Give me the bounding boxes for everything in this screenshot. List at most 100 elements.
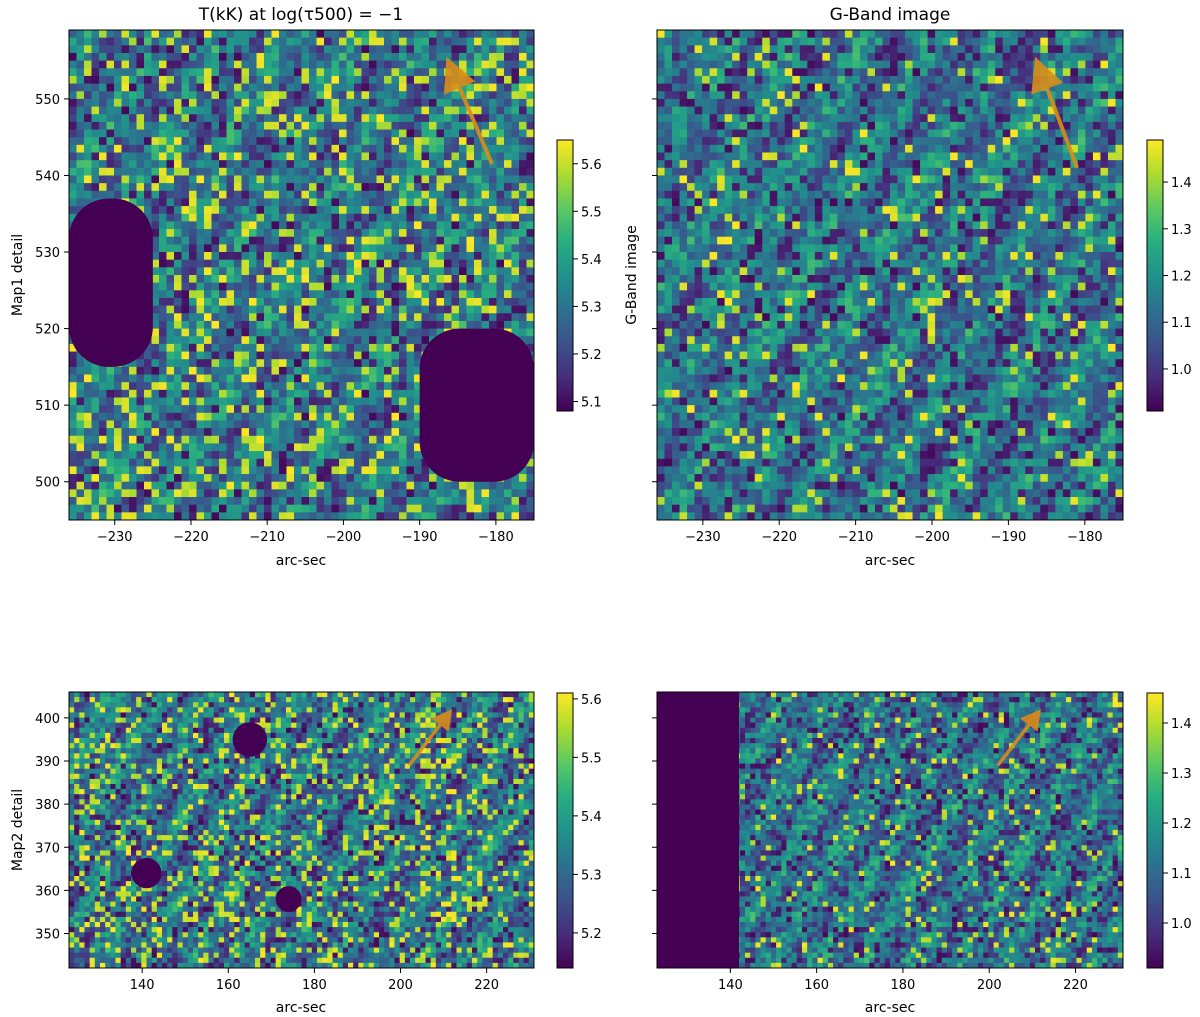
heatmap-cell xyxy=(942,114,951,123)
heatmap-cell xyxy=(361,160,370,169)
heatmap-cell xyxy=(309,30,318,39)
heatmap-cell xyxy=(309,183,318,192)
heatmap-cell xyxy=(226,160,235,169)
heatmap-cell xyxy=(1010,91,1019,100)
heatmap-cell xyxy=(234,313,243,322)
heatmap-cell xyxy=(226,305,235,314)
heatmap-cell xyxy=(316,474,325,483)
heatmap-cell xyxy=(429,152,438,161)
heatmap-cell xyxy=(511,213,520,223)
heatmap-cell xyxy=(106,144,115,154)
heatmap-cell xyxy=(1002,68,1011,77)
heatmap-cell xyxy=(249,351,258,360)
heatmap-cell xyxy=(331,75,340,85)
heatmap-cell xyxy=(301,313,310,322)
heatmap-cell xyxy=(309,45,318,54)
heatmap-cell xyxy=(324,282,333,291)
heatmap-cell xyxy=(807,83,816,92)
heatmap-cell xyxy=(219,129,228,138)
heatmap-cell xyxy=(519,183,528,192)
heatmap-cell xyxy=(361,45,370,54)
heatmap-cell xyxy=(376,114,385,123)
heatmap-cell xyxy=(309,512,318,520)
heatmap-cell xyxy=(211,252,220,261)
heatmap-cell xyxy=(279,83,288,92)
heatmap-cell xyxy=(189,428,198,437)
heatmap-cell xyxy=(459,106,468,115)
heatmap-cell xyxy=(91,428,100,437)
heatmap-cell xyxy=(226,412,235,422)
heatmap-cell xyxy=(1032,45,1041,54)
heatmap-cell xyxy=(1002,129,1011,138)
heatmap-cell xyxy=(309,114,318,123)
heatmap-cell xyxy=(920,144,929,154)
heatmap-cell xyxy=(166,160,175,169)
heatmap-cell xyxy=(144,397,153,406)
heatmap-cell xyxy=(987,106,996,115)
heatmap-cell xyxy=(384,397,393,406)
heatmap-cell xyxy=(950,83,959,92)
heatmap-cell xyxy=(481,91,490,100)
heatmap-cell xyxy=(451,297,460,307)
heatmap-cell xyxy=(84,30,93,39)
heatmap-cell xyxy=(324,313,333,322)
heatmap-cell xyxy=(121,152,130,161)
heatmap-cell xyxy=(354,175,363,184)
heatmap-cell xyxy=(166,405,175,414)
heatmap-cell xyxy=(189,160,198,169)
heatmap-cell xyxy=(249,412,258,422)
heatmap-cell xyxy=(354,75,363,85)
heatmap-cell xyxy=(331,313,340,322)
heatmap-cell xyxy=(361,106,370,115)
heatmap-cell xyxy=(466,52,475,62)
heatmap-cell xyxy=(256,466,265,475)
heatmap-cell xyxy=(339,236,348,245)
heatmap-cell xyxy=(129,129,138,138)
heatmap-cell xyxy=(429,328,438,337)
heatmap-cell xyxy=(384,167,393,177)
heatmap-cell xyxy=(286,198,295,207)
heatmap-cell xyxy=(69,504,78,513)
colorbar-tick-label: 5.2 xyxy=(581,348,602,363)
heatmap-cell xyxy=(980,106,989,115)
heatmap-cell xyxy=(309,474,318,483)
heatmap-cell xyxy=(76,167,85,177)
heatmap-cell xyxy=(957,91,966,100)
heatmap-cell xyxy=(504,297,513,307)
heatmap-cell xyxy=(912,106,921,115)
heatmap-cell xyxy=(91,382,100,391)
heatmap-cell xyxy=(121,75,130,85)
heatmap-cell xyxy=(294,206,303,215)
heatmap-cell xyxy=(829,75,838,85)
heatmap-cell xyxy=(687,114,696,123)
heatmap-cell xyxy=(129,458,138,468)
heatmap-cell xyxy=(316,282,325,291)
heatmap-cell xyxy=(346,351,355,360)
heatmap-cell xyxy=(316,359,325,368)
heatmap-cell xyxy=(189,114,198,123)
heatmap-cell xyxy=(331,458,340,468)
heatmap-cell xyxy=(481,221,490,230)
heatmap-cell xyxy=(114,458,123,468)
heatmap-cell xyxy=(144,481,153,490)
heatmap-cell xyxy=(346,405,355,414)
heatmap-cell xyxy=(709,144,718,154)
heatmap-cell xyxy=(286,282,295,291)
heatmap-cell xyxy=(294,144,303,154)
heatmap-cell xyxy=(226,328,235,337)
heatmap-cell xyxy=(226,343,235,353)
heatmap-cell xyxy=(309,443,318,452)
heatmap-cell xyxy=(384,68,393,77)
heatmap-cell xyxy=(316,137,325,146)
heatmap-cell xyxy=(489,213,498,223)
heatmap-cell xyxy=(511,252,520,261)
heatmap-cell xyxy=(739,114,748,123)
heatmap-cell xyxy=(151,213,160,223)
heatmap-cell xyxy=(219,183,228,192)
heatmap-cell xyxy=(920,91,929,100)
heatmap-cell xyxy=(1092,83,1102,92)
heatmap-cell xyxy=(942,30,951,39)
heatmap-cell xyxy=(159,382,168,391)
heatmap-cell xyxy=(69,389,78,399)
heatmap-cell xyxy=(174,60,183,69)
